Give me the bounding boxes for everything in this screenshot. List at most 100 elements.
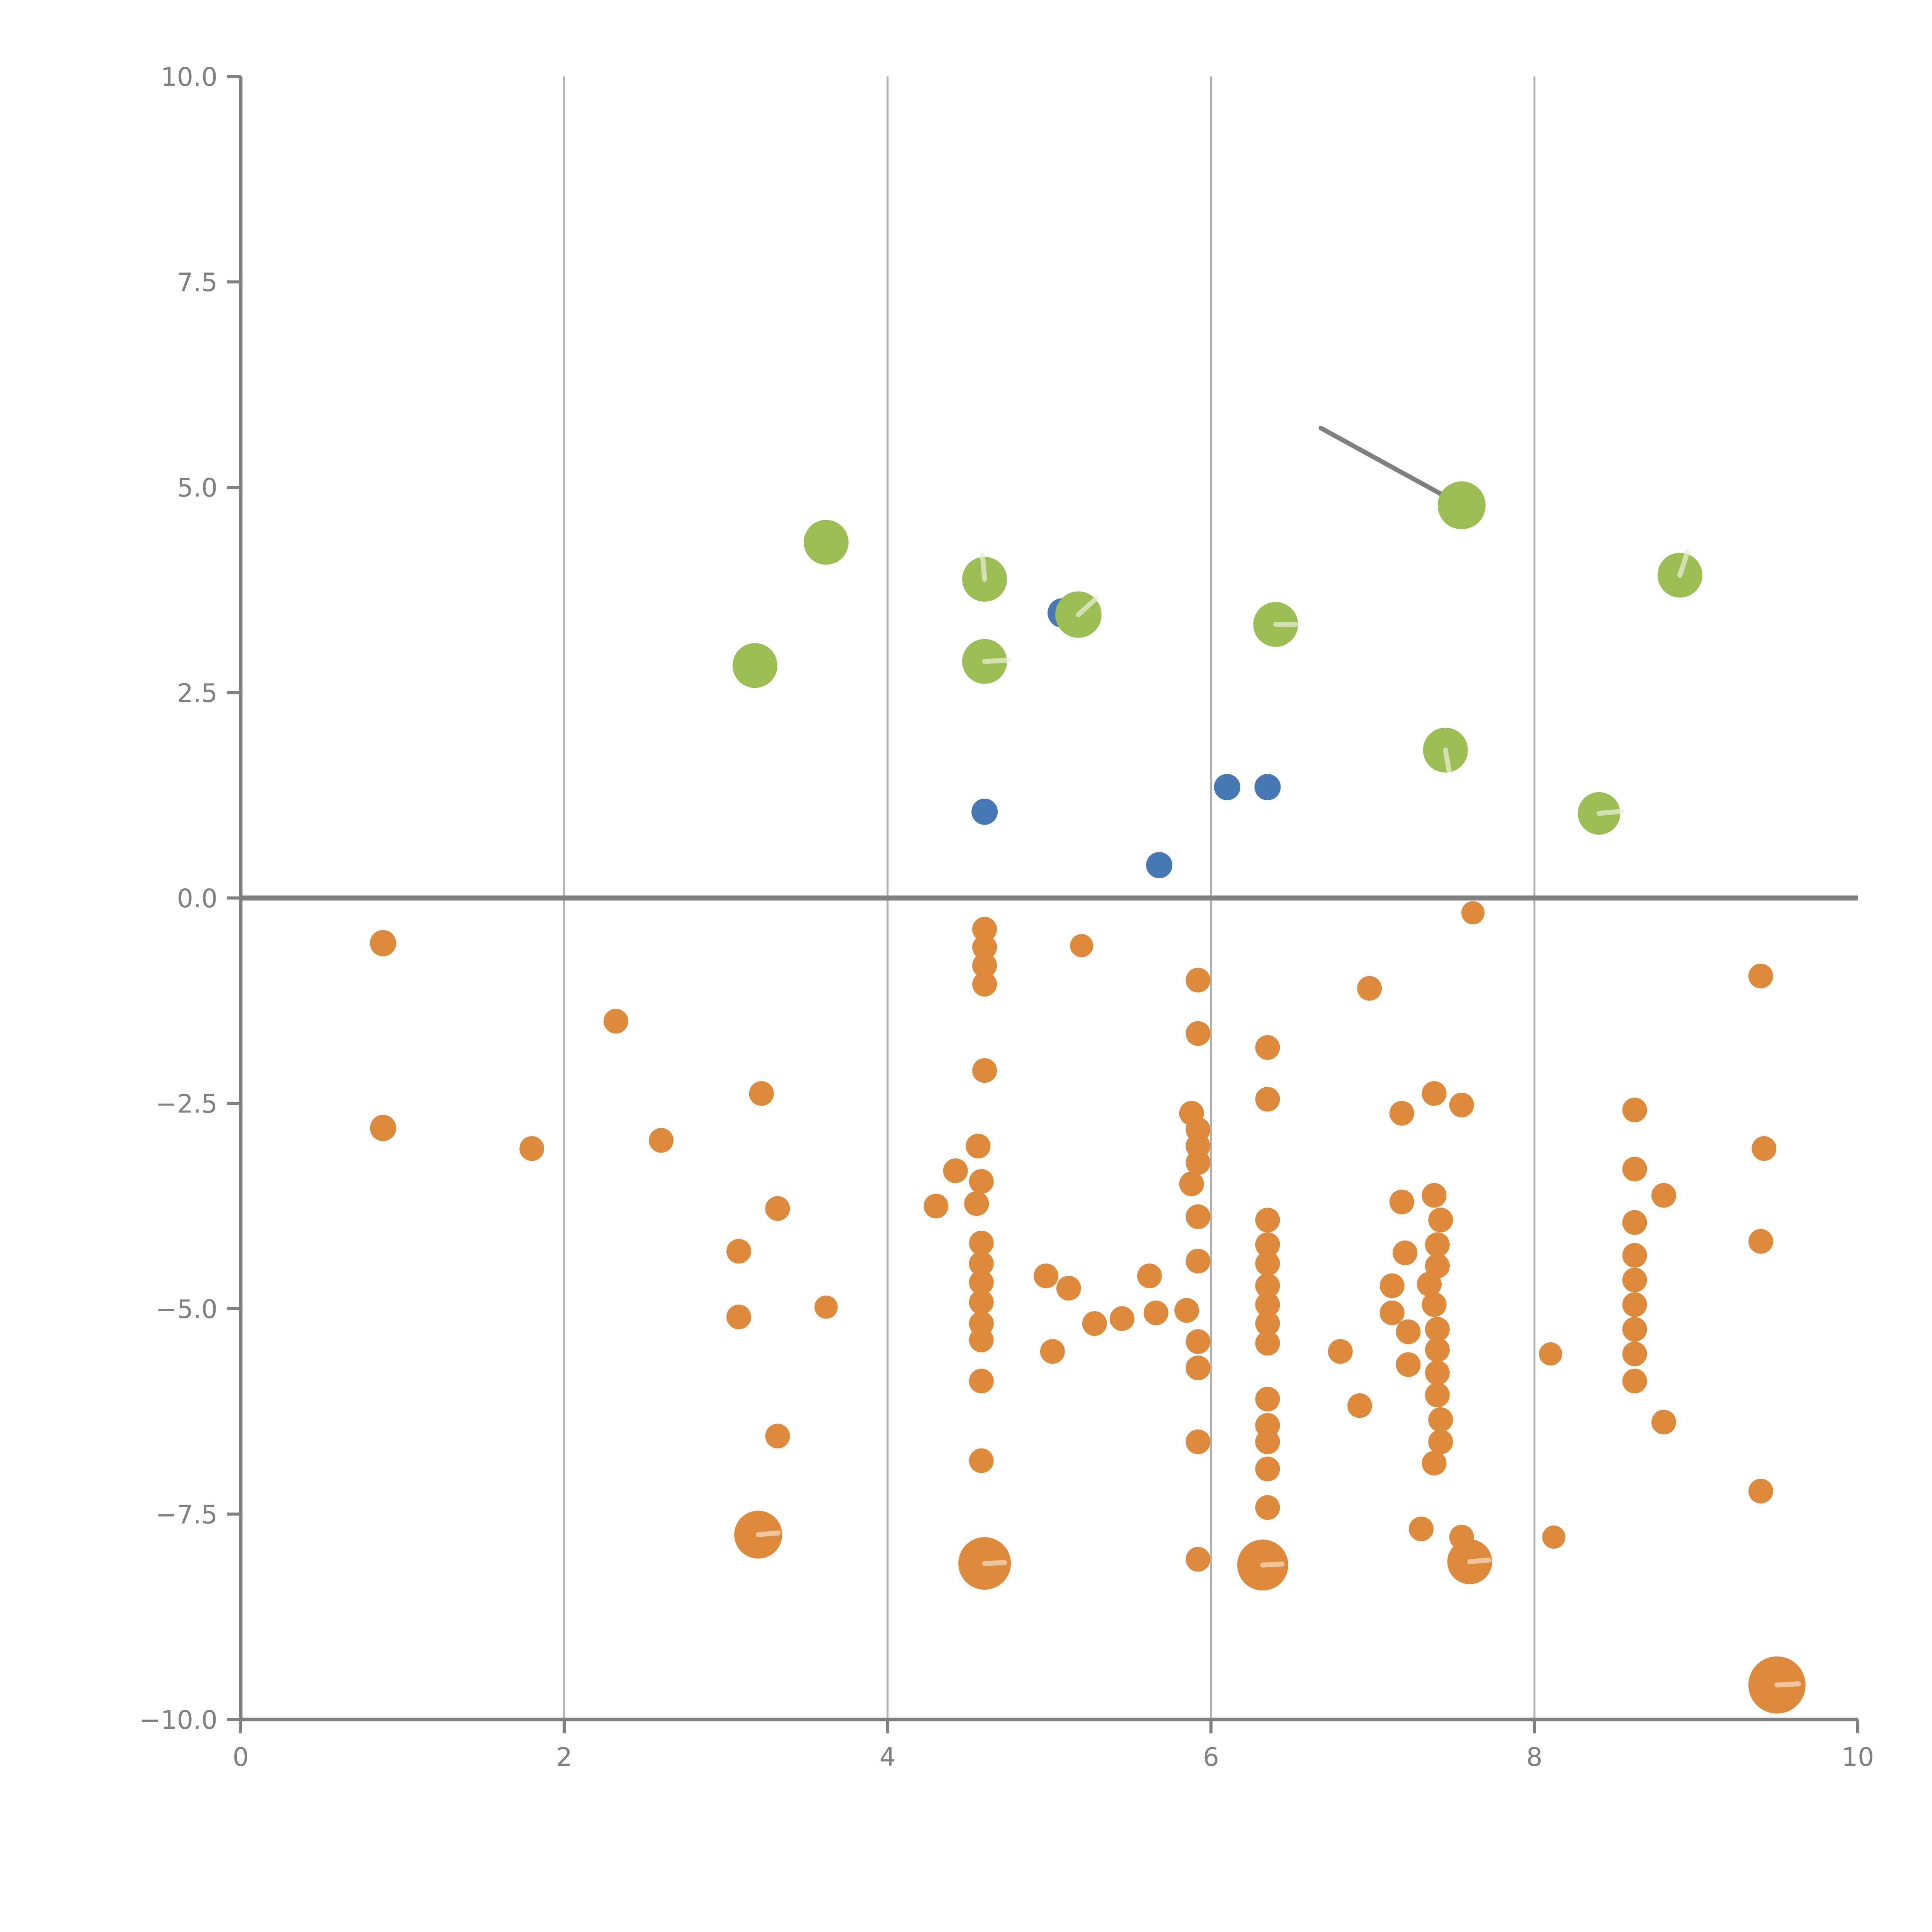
data-point-orange-52: [1185, 1547, 1211, 1572]
data-point-orange-78: [1393, 1240, 1418, 1265]
data-point-orange-81: [1379, 1273, 1405, 1298]
data-point-orange-36: [1109, 1306, 1134, 1331]
data-point-orange-90: [1425, 1383, 1450, 1408]
data-point-green-6: [1437, 481, 1486, 529]
data-point-orange-73: [1449, 1092, 1474, 1117]
data-point-orange-91: [1428, 1407, 1453, 1432]
data-point-orange-37: [1137, 1263, 1162, 1288]
data-point-orange-6: [726, 1239, 751, 1264]
data-point-orange-2: [519, 1136, 544, 1161]
data-point-orange-25: [969, 1289, 994, 1315]
data-point-orange-33: [1056, 1276, 1081, 1301]
y-tick-label--2.5: −2.5: [156, 1089, 218, 1119]
data-point-orange-34: [1040, 1339, 1065, 1364]
data-point-orange-3: [603, 1009, 628, 1034]
data-point-orange-32: [1034, 1263, 1059, 1288]
data-point-orange-53: [1255, 1035, 1280, 1060]
data-point-orange-113: [1748, 1478, 1773, 1503]
data-point-orange-1: [370, 1115, 396, 1141]
data-points: [370, 481, 1806, 1714]
data-point-orange-23: [969, 1251, 994, 1276]
data-point-orange-84: [1422, 1292, 1447, 1317]
series-green: [732, 481, 1702, 835]
y-tick-label-2.5: 2.5: [177, 679, 218, 708]
data-point-orange-31: [1070, 934, 1094, 957]
y-tick-label-7.5: 7.5: [177, 268, 218, 298]
data-point-orange-75: [1389, 1189, 1414, 1214]
data-point-orange-19: [969, 1169, 994, 1194]
data-point-green-1: [803, 520, 849, 565]
data-point-orange-82: [1417, 1272, 1442, 1297]
series-blue: [971, 598, 1281, 878]
data-point-green-0: [732, 643, 777, 688]
data-point-orange-28: [969, 1369, 994, 1394]
data-point-orange-88: [1396, 1352, 1421, 1377]
x-tick-label-0: 0: [233, 1742, 249, 1772]
data-point-orange-21: [964, 1191, 989, 1216]
data-point-orange-76: [1422, 1183, 1447, 1208]
data-point-orange-65: [1255, 1456, 1280, 1481]
leader-line-0: [1318, 425, 1464, 508]
whisker-green-4: [1076, 596, 1099, 617]
data-point-orange-89: [1425, 1360, 1450, 1385]
x-tick-label-2: 2: [556, 1742, 572, 1772]
data-point-orange-47: [1185, 1204, 1211, 1229]
data-point-orange-107: [1622, 1341, 1647, 1366]
data-point-orange-86: [1425, 1317, 1450, 1342]
data-point-orange-20: [923, 1194, 949, 1219]
data-point-orange-93: [1422, 1451, 1447, 1476]
data-point-orange-69: [1347, 1393, 1372, 1418]
data-point-orange-22: [969, 1230, 994, 1255]
data-point-orange-62: [1255, 1386, 1280, 1412]
data-point-orange-46: [1179, 1171, 1204, 1196]
data-point-orange-101: [1651, 1183, 1676, 1208]
data-point-orange-13: [972, 935, 997, 960]
data-point-orange-98: [1542, 1526, 1566, 1549]
data-point-orange-35: [1082, 1311, 1107, 1336]
data-point-orange-24: [969, 1270, 994, 1295]
data-point-blue-0: [971, 798, 998, 825]
data-point-orange-5: [749, 1081, 774, 1106]
y-axis-ticks: 10.0 7.5 5.0 2.5 0.0 −2.5 −5.0 −7.5 −10.0: [139, 62, 241, 1735]
data-point-orange-8: [726, 1304, 751, 1330]
whisker-green-7: [1443, 747, 1452, 773]
data-point-orange-40: [1185, 968, 1211, 993]
data-point-orange-56: [1255, 1232, 1280, 1257]
data-point-orange-11: [814, 1295, 838, 1319]
data-point-orange-109: [1651, 1410, 1676, 1435]
data-point-orange-16: [972, 1058, 997, 1083]
whisker-orange-67: [1260, 1561, 1285, 1568]
data-point-orange-29: [969, 1448, 994, 1473]
data-point-orange-70: [1357, 976, 1382, 1001]
data-point-orange-105: [1622, 1292, 1647, 1317]
data-point-orange-59: [1255, 1292, 1280, 1317]
data-point-orange-74: [1461, 901, 1485, 925]
data-point-orange-15: [972, 972, 997, 997]
data-point-orange-71: [1389, 1101, 1414, 1126]
y-tick-label--5: −5.0: [156, 1294, 218, 1324]
data-point-orange-0: [370, 930, 396, 956]
data-point-orange-64: [1255, 1429, 1280, 1454]
y-tick-label--7.5: −7.5: [156, 1500, 218, 1530]
data-point-orange-51: [1185, 1429, 1211, 1454]
whisker-green-3: [982, 657, 1011, 664]
data-point-orange-27: [969, 1327, 994, 1352]
y-tick-label-0: 0.0: [177, 884, 218, 913]
data-point-orange-48: [1185, 1248, 1211, 1274]
data-point-orange-55: [1255, 1208, 1280, 1233]
data-point-orange-41: [1185, 1021, 1211, 1046]
data-point-orange-68: [1328, 1339, 1353, 1364]
data-point-orange-66: [1255, 1495, 1280, 1520]
data-point-orange-4: [649, 1128, 674, 1153]
data-point-orange-14: [972, 953, 997, 978]
data-point-orange-79: [1425, 1232, 1450, 1257]
y-tick-label-10: 10.0: [161, 62, 218, 92]
data-point-orange-112: [1748, 1229, 1773, 1254]
data-point-orange-58: [1255, 1273, 1280, 1298]
data-point-orange-100: [1622, 1156, 1647, 1182]
whisker-orange-10: [755, 1530, 781, 1537]
data-point-orange-106: [1622, 1317, 1647, 1342]
data-point-orange-97: [1539, 1342, 1562, 1366]
x-tick-label-6: 6: [1203, 1742, 1219, 1772]
data-point-blue-3: [1254, 774, 1281, 800]
